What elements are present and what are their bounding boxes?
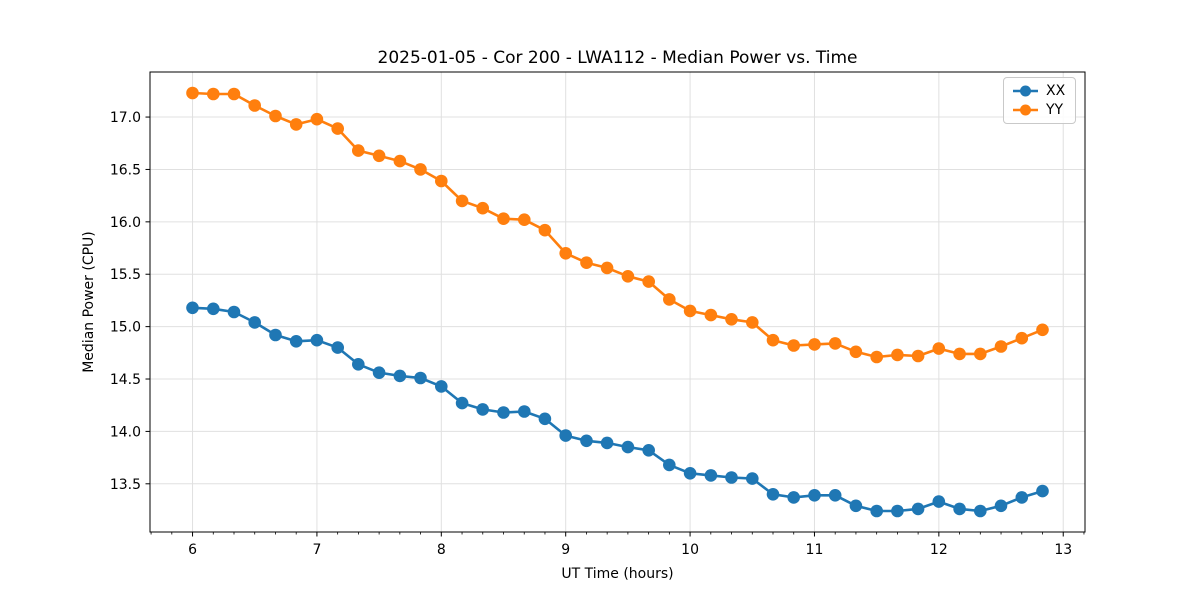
- y-tick-label: 13.5: [110, 477, 141, 493]
- series-yy: [186, 86, 1049, 364]
- x-tick-label: 13: [1054, 542, 1072, 558]
- legend-label-yy: YY: [1046, 102, 1064, 118]
- legend-line-marker-icon: [1013, 104, 1038, 116]
- axis-ticks: 6 7 8 9 10 11 12 13 13.5 14.0 14.5 15.0 15.5 16.0 16.5…: [110, 110, 1085, 558]
- legend-line-marker-icon: [1013, 85, 1038, 97]
- x-tick-label: 8: [437, 542, 446, 558]
- x-tick-label: 6: [188, 542, 197, 558]
- y-tick-label: 16.0: [110, 215, 141, 231]
- plot-border: [149, 71, 1086, 533]
- y-tick-label: 17.0: [110, 110, 141, 126]
- x-tick-label: 7: [312, 542, 321, 558]
- x-tick-label: 10: [681, 542, 699, 558]
- gridlines: [150, 72, 1085, 532]
- legend-item-yy: YY: [1012, 102, 1065, 118]
- x-tick-label: 12: [930, 542, 948, 558]
- legend-item-xx: XX: [1012, 83, 1065, 99]
- chart-title: 2025-01-05 - Cor 200 - LWA112 - Median P…: [377, 48, 858, 68]
- y-axis-label: Median Power (CPU): [81, 231, 97, 373]
- y-tick-label: 16.5: [110, 162, 141, 178]
- legend-label-xx: XX: [1046, 83, 1066, 99]
- x-tick-label: 11: [806, 542, 824, 558]
- y-tick-label: 15.5: [110, 267, 141, 283]
- x-axis-label: UT Time (hours): [561, 566, 674, 582]
- y-tick-label: 14.5: [110, 372, 141, 388]
- y-tick-label: 15.0: [110, 320, 141, 336]
- series-xx: [186, 301, 1049, 518]
- legend: XX YY: [1003, 77, 1077, 124]
- x-tick-label: 9: [561, 542, 570, 558]
- y-tick-label: 14.0: [110, 424, 141, 440]
